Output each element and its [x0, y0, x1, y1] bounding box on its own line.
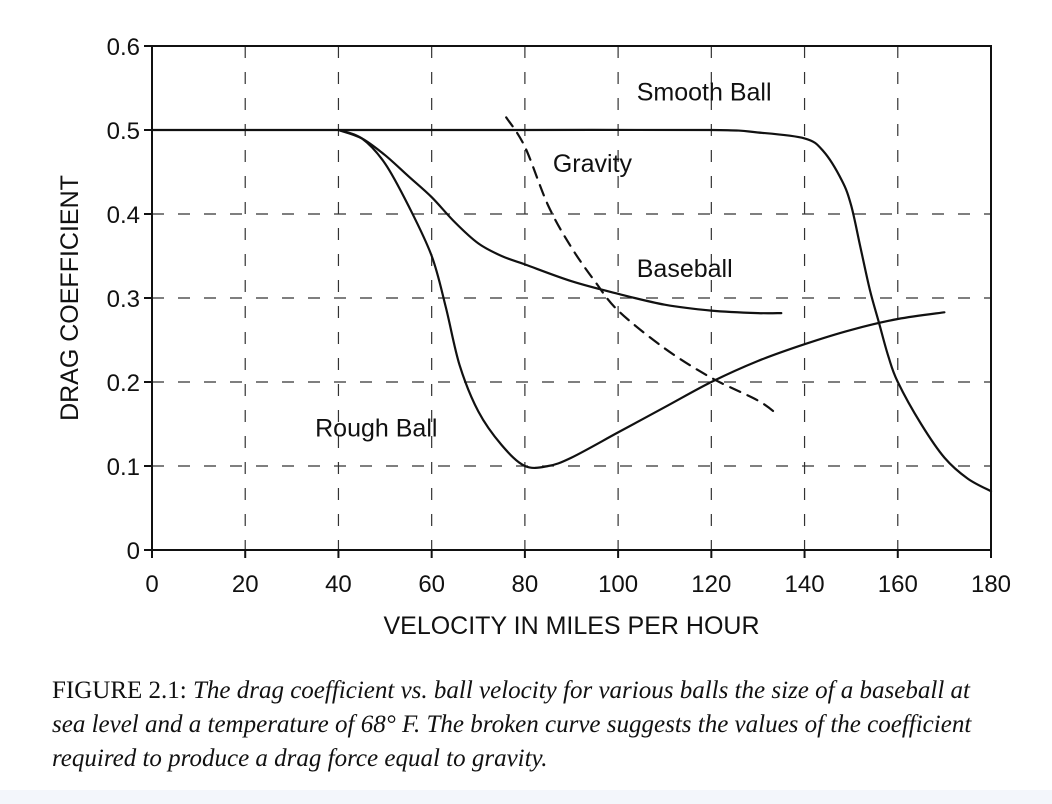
x-tick-label: 180: [971, 571, 1011, 598]
y-tick-label: 0.4: [107, 202, 140, 229]
page-bottom-strip: [0, 790, 1052, 804]
x-tick-label: 60: [418, 571, 445, 598]
x-tick-label: 20: [232, 571, 259, 598]
annotation-smooth-ball: Smooth Ball: [637, 79, 772, 107]
x-tick-label: 0: [145, 571, 158, 598]
figure-caption: FIGURE 2.1: The drag coefficient vs. bal…: [52, 674, 1002, 776]
annotation-baseball: Baseball: [637, 255, 733, 283]
series-baseball-line: [337, 128, 783, 315]
x-tick-label: 80: [512, 571, 539, 598]
annotation-gravity: Gravity: [553, 150, 633, 178]
y-tick-label: 0.6: [107, 34, 140, 61]
x-axis-title: VELOCITY IN MILES PER HOUR: [383, 612, 759, 640]
series-layer: [150, 116, 993, 493]
y-tick-label: 0.2: [107, 370, 140, 397]
x-tick-label: 120: [691, 571, 731, 598]
y-tick-label: 0.3: [107, 286, 140, 313]
x-tick-label: 100: [598, 571, 638, 598]
axis-ticks: 0 20 40 60 80 100 120 140 160 180 0 0.1 0.2 0.3 0.4 0.5…: [107, 34, 1011, 598]
y-tick-label: 0.5: [107, 118, 140, 145]
series-smooth-ball-line: [150, 128, 993, 493]
x-tick-label: 40: [325, 571, 352, 598]
caption-text: The drag coefficient vs. ball velocity f…: [52, 677, 972, 772]
x-tick-label: 160: [878, 571, 918, 598]
y-tick-label: 0: [127, 538, 140, 565]
annotations: Smooth Ball Gravity Baseball Rough Ball: [315, 79, 771, 443]
grid: [152, 46, 991, 550]
y-tick-label: 0.1: [107, 454, 140, 481]
annotation-rough-ball: Rough Ball: [315, 415, 437, 443]
y-axis-title: DRAG COEFFICIENT: [56, 175, 84, 421]
x-tick-label: 140: [785, 571, 825, 598]
drag-coefficient-chart: 0 20 40 60 80 100 120 140 160 180 0 0.1 0.2 0.3 0.4 0.5…: [56, 34, 1011, 640]
series-gravity-line: [505, 116, 778, 415]
series-rough-ball-line: [337, 128, 946, 470]
caption-label: FIGURE 2.1:: [52, 677, 187, 704]
